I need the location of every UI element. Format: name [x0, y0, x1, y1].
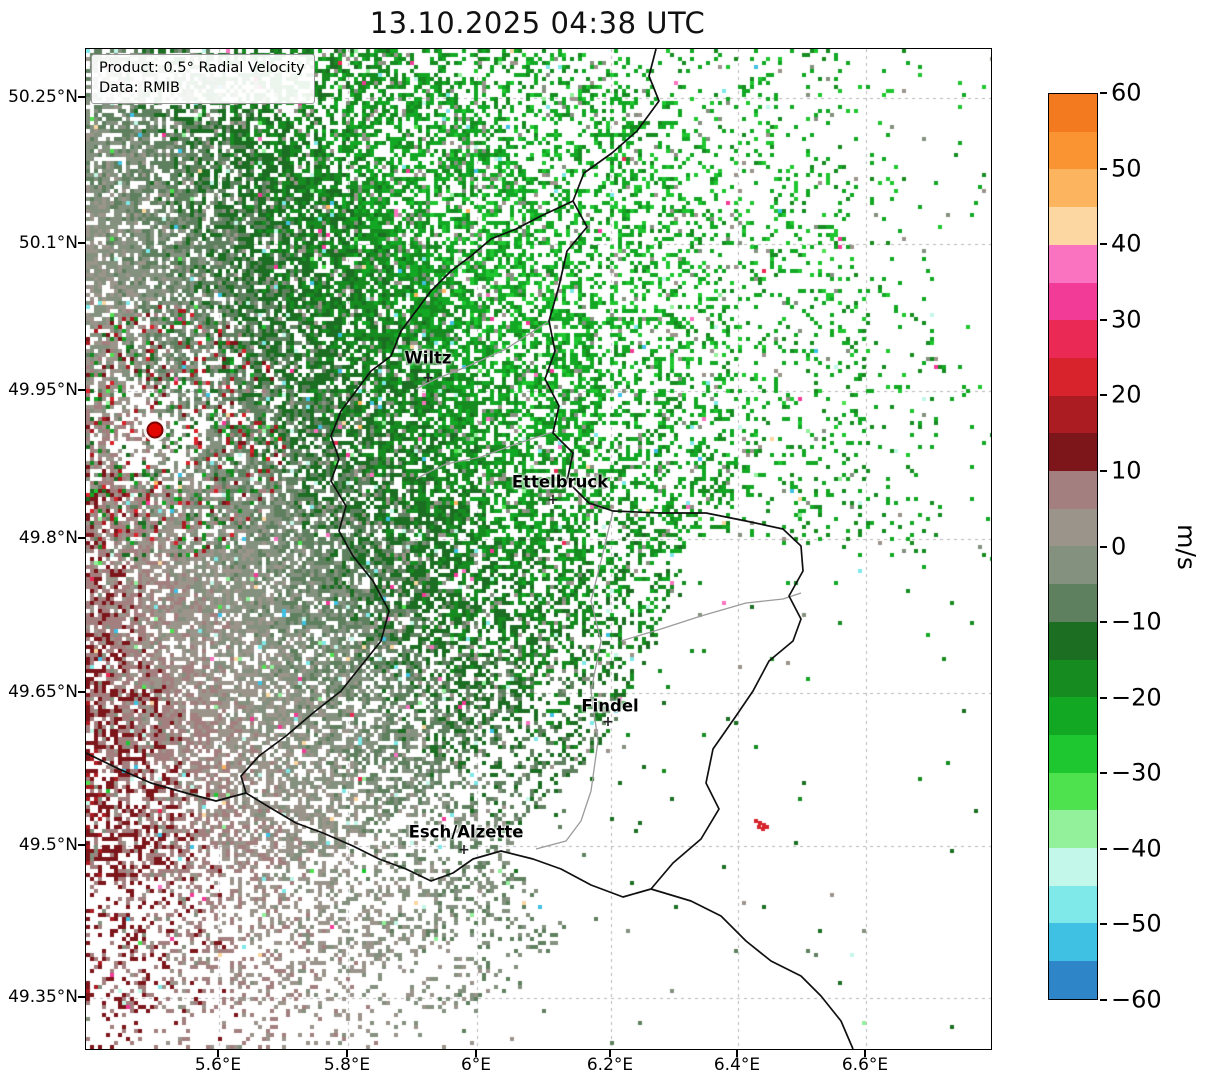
lat-tick-mark	[78, 691, 85, 693]
colorbar-segment	[1049, 923, 1097, 962]
colorbar-tick-label: −10	[1111, 607, 1162, 636]
city-label: Esch/Alzette	[408, 822, 524, 842]
colorbar-tick-label: 40	[1111, 229, 1142, 258]
lon-tick-label: 6.2°E	[586, 1055, 634, 1075]
colorbar-segment	[1049, 659, 1097, 698]
lat-tick-label: 49.95°N	[8, 380, 78, 400]
colorbar-tick-mark	[1100, 545, 1107, 548]
colorbar-segment	[1049, 546, 1097, 585]
lat-tick-label: 50.1°N	[18, 233, 78, 253]
lat-tick-mark	[78, 389, 85, 391]
colorbar-segment	[1049, 848, 1097, 886]
colorbar-tick-label: −40	[1111, 834, 1162, 863]
colorbar-segment	[1049, 734, 1097, 773]
map-plot-area: Product: 0.5° Radial Velocity Data: RMIB	[85, 48, 992, 1050]
lat-tick-mark	[78, 96, 85, 98]
city-label: Ettelbruck	[511, 472, 609, 492]
colorbar-tick-mark	[1100, 772, 1107, 775]
colorbar-tick-mark	[1100, 318, 1107, 321]
city-label: Wiltz	[404, 348, 452, 368]
colorbar-tick-label: −60	[1111, 985, 1162, 1014]
colorbar-segment	[1049, 320, 1097, 358]
product-info-box: Product: 0.5° Radial Velocity Data: RMIB	[91, 54, 315, 104]
lon-tick-mark	[736, 1050, 738, 1057]
city-marker-icon: +	[422, 370, 434, 386]
colorbar-segment	[1049, 810, 1097, 849]
data-source-label: Data: RMIB	[99, 80, 180, 97]
colorbar-tick-label: 20	[1111, 380, 1142, 409]
colorbar-tick-label: 50	[1111, 154, 1142, 183]
lat-tick-label: 50.25°N	[8, 87, 78, 107]
colorbar-segment	[1049, 94, 1097, 132]
lon-tick-label: 5.8°E	[323, 1055, 371, 1075]
colorbar-tick-mark	[1100, 621, 1107, 624]
colorbar-unit-label: m/s	[1172, 524, 1201, 570]
lat-tick-mark	[78, 537, 85, 539]
colorbar-tick-label: 10	[1111, 456, 1142, 485]
lon-tick-mark	[475, 1050, 477, 1057]
colorbar-segment	[1049, 621, 1097, 660]
colorbar-segment	[1049, 471, 1097, 509]
colorbar-tick-mark	[1100, 243, 1107, 246]
colorbar-tick-label: −20	[1111, 683, 1162, 712]
colorbar-segment	[1049, 395, 1097, 434]
lat-tick-label: 49.8°N	[18, 528, 78, 548]
lat-tick-label: 49.5°N	[18, 835, 78, 855]
city-marker-icon: +	[547, 492, 559, 508]
colorbar-segment	[1049, 772, 1097, 811]
radar-velocity-canvas	[86, 49, 991, 1049]
colorbar-segment	[1049, 131, 1097, 170]
colorbar-segment	[1049, 357, 1097, 396]
city-label: Findel	[581, 696, 639, 716]
colorbar-tick-label: 0	[1111, 531, 1127, 560]
colorbar-segment	[1049, 584, 1097, 622]
colorbar-tick-mark	[1100, 92, 1107, 94]
colorbar-segment	[1049, 169, 1097, 208]
colorbar-segment	[1049, 244, 1097, 283]
lat-tick-mark	[78, 996, 85, 998]
lon-tick-label: 5.6°E	[194, 1055, 242, 1075]
city-marker-icon: +	[458, 842, 470, 858]
colorbar-segment	[1049, 961, 1097, 999]
lat-tick-label: 49.65°N	[8, 682, 78, 702]
city-marker-icon: +	[602, 714, 614, 730]
colorbar-tick-mark	[1100, 847, 1107, 850]
lat-tick-mark	[78, 242, 85, 244]
lon-tick-label: 6.4°E	[713, 1055, 761, 1075]
figure-title: 13.10.2025 04:38 UTC	[369, 6, 706, 40]
lon-tick-mark	[346, 1050, 348, 1057]
colorbar-segment	[1049, 697, 1097, 735]
colorbar-tick-mark	[1100, 923, 1107, 926]
lat-tick-mark	[78, 844, 85, 846]
colorbar-tick-label: −30	[1111, 758, 1162, 787]
colorbar-tick-label: 60	[1111, 78, 1142, 107]
product-label: Product: 0.5° Radial Velocity	[99, 60, 305, 76]
colorbar	[1048, 93, 1098, 1000]
colorbar-segment	[1049, 508, 1097, 547]
lon-tick-mark	[609, 1050, 611, 1057]
colorbar-tick-mark	[1100, 394, 1107, 397]
lon-tick-label: 6.6°E	[841, 1055, 889, 1075]
lat-tick-label: 49.35°N	[8, 987, 78, 1007]
colorbar-tick-mark	[1100, 167, 1107, 170]
colorbar-segment	[1049, 885, 1097, 924]
colorbar-tick-mark	[1100, 469, 1107, 472]
lon-tick-mark	[217, 1050, 219, 1057]
colorbar-segment	[1049, 282, 1097, 321]
colorbar-tick-label: 30	[1111, 305, 1142, 334]
colorbar-tick-label: −50	[1111, 909, 1162, 938]
colorbar-segment	[1049, 433, 1097, 472]
colorbar-tick-mark	[1100, 696, 1107, 699]
colorbar-segment	[1049, 207, 1097, 245]
lon-tick-mark	[864, 1050, 866, 1057]
colorbar-tick-mark	[1100, 999, 1107, 1001]
radar-site-marker	[146, 421, 164, 439]
lon-tick-label: 6°E	[460, 1055, 492, 1075]
